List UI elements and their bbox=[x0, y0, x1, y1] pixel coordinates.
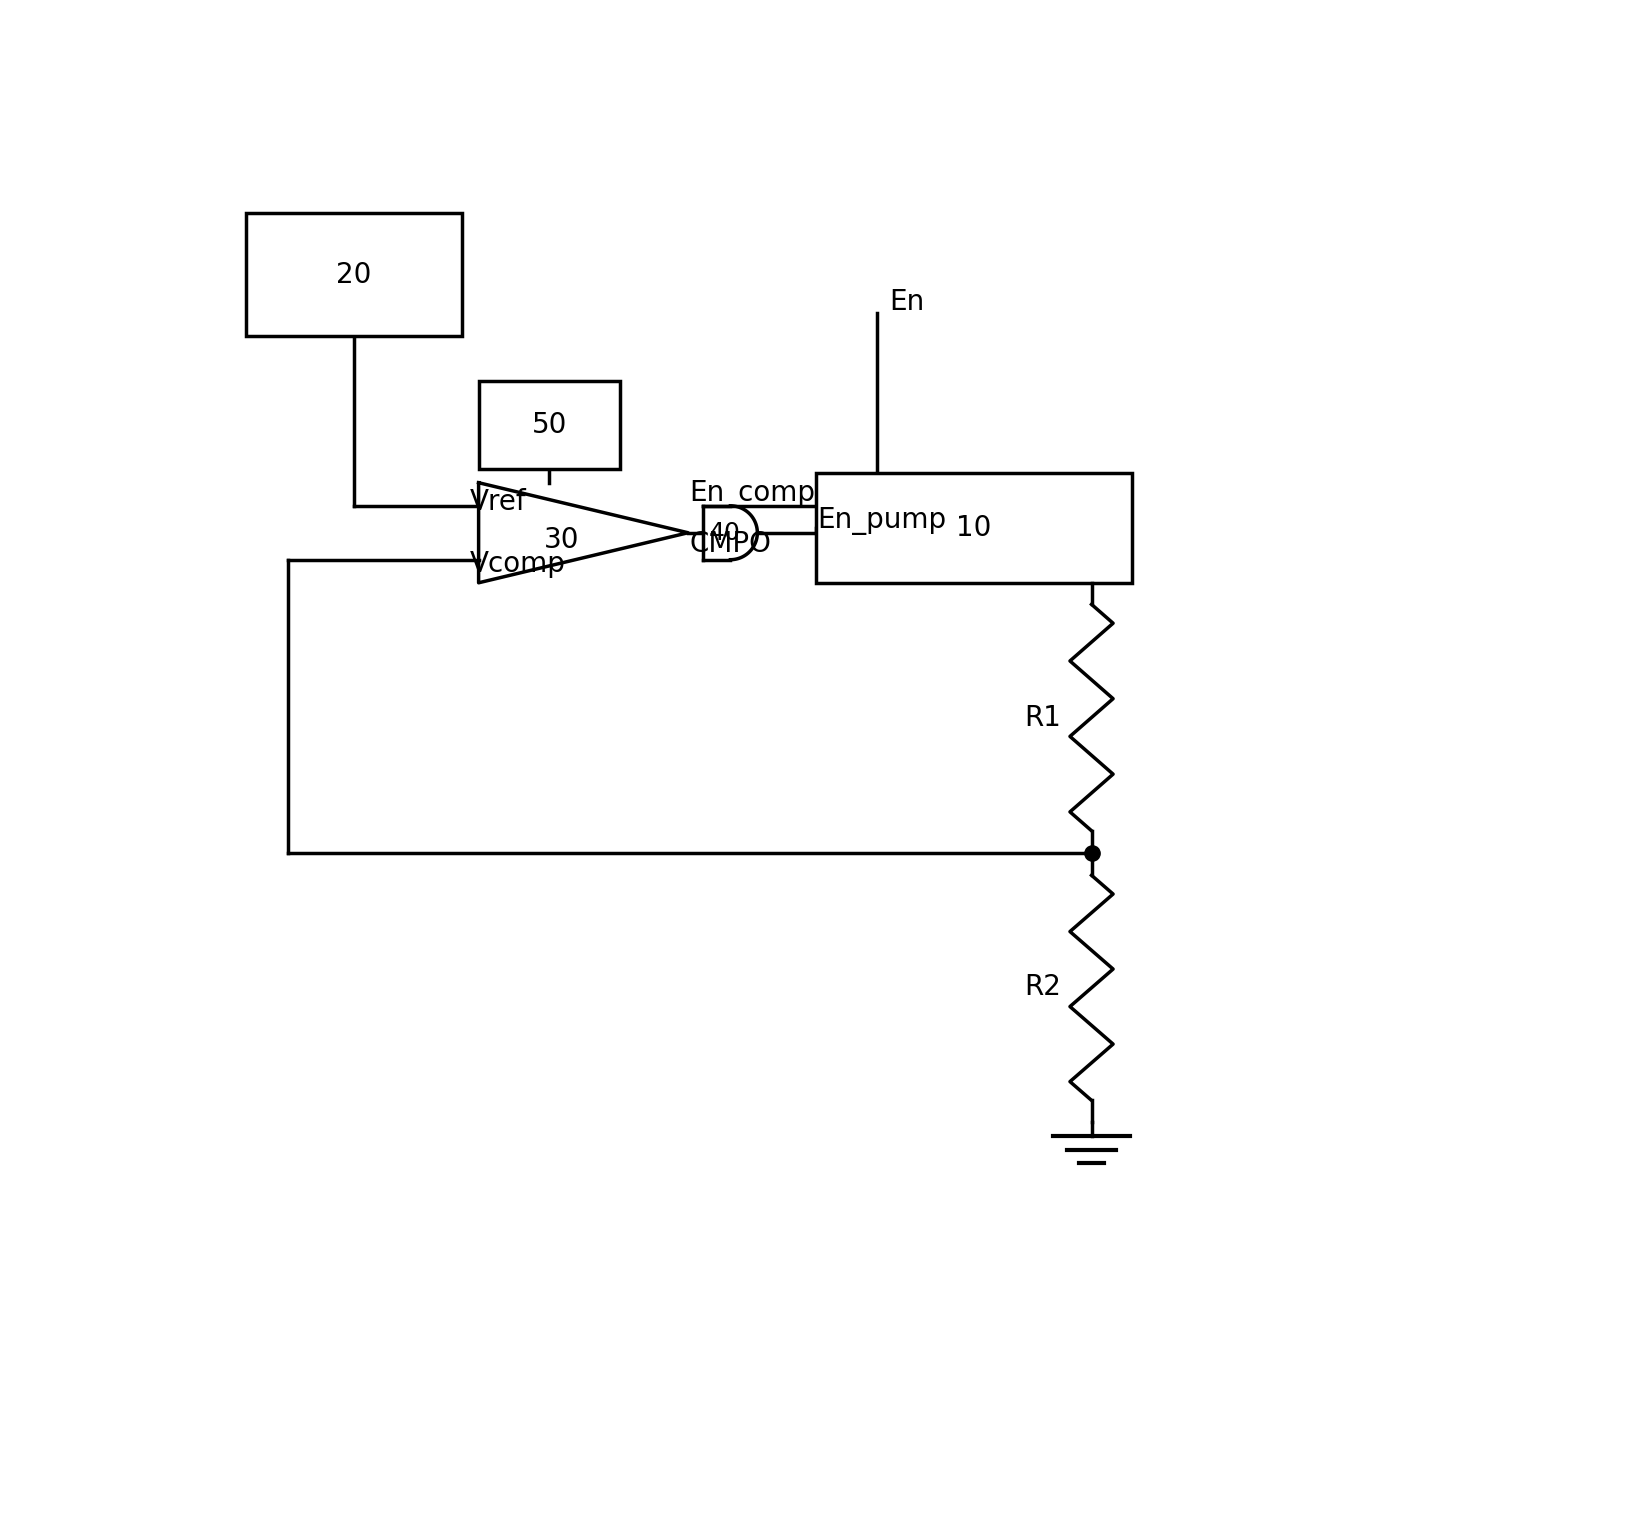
Text: 30: 30 bbox=[544, 526, 580, 555]
Text: 50: 50 bbox=[532, 410, 567, 439]
Text: Vref: Vref bbox=[469, 488, 526, 515]
Bar bbox=[816, 473, 1131, 582]
Text: 40: 40 bbox=[710, 521, 741, 544]
Text: En_pump: En_pump bbox=[817, 508, 946, 535]
Text: R2: R2 bbox=[1024, 973, 1061, 1002]
Text: En_comp: En_comp bbox=[690, 480, 816, 508]
Text: CMPO: CMPO bbox=[690, 530, 772, 558]
Text: Vcomp: Vcomp bbox=[469, 550, 565, 578]
Text: 20: 20 bbox=[337, 261, 371, 289]
Bar bbox=[479, 382, 620, 468]
Text: 10: 10 bbox=[956, 514, 991, 543]
Text: En: En bbox=[889, 287, 925, 316]
Bar bbox=[246, 213, 462, 336]
Text: R1: R1 bbox=[1024, 704, 1061, 731]
